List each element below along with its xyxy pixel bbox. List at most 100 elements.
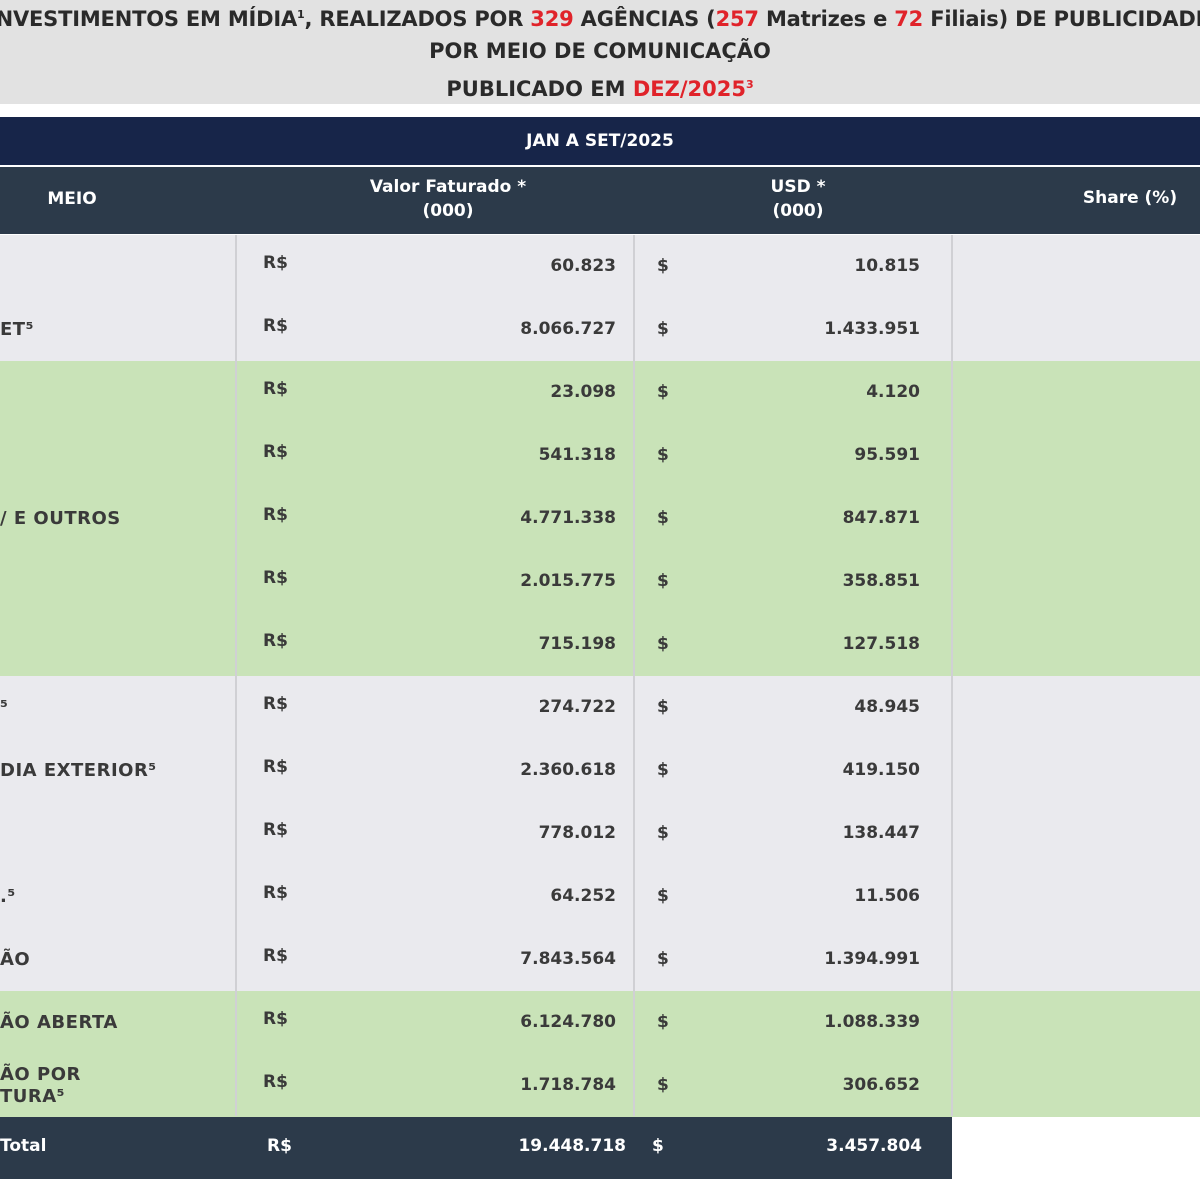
row-value-usd: 358.851 [842,571,920,591]
row-value-usd: 48.945 [854,697,920,717]
row-value-brl: 6.124.780 [520,1012,616,1032]
row-currency-brl: R$ [263,883,288,903]
row-meio [0,235,230,298]
column-divider [951,235,953,1116]
row-value-brl: 1.718.784 [520,1075,616,1095]
row-value-brl: 2.015.775 [520,571,616,591]
footnote-marker: 3 [745,78,754,91]
column-header-valor-unit: (000) [422,201,474,221]
row-value-brl: 541.318 [538,445,616,465]
title-line-3: PUBLICADO EM DEZ/20253 [0,74,1200,104]
row-value-brl: 60.823 [550,256,616,276]
row-value-brl: 7.843.564 [520,949,616,969]
row-currency-usd: $ [657,697,669,717]
table-column-headers: MEIO Valor Faturado * (000) USD * (000) … [0,167,1200,234]
table-row: R$ 2.015.775 $ 358.851 [0,550,1200,613]
table-row: ÃO ABERTA R$ 6.124.780 $ 1.088.339 [0,991,1200,1054]
row-meio [0,802,230,865]
footnote-marker: 1 [297,8,305,21]
row-group-band [0,676,1200,991]
row-group-band [0,361,1200,676]
row-value-brl: 715.198 [538,634,616,654]
title-text: Matrizes e [758,7,895,31]
row-value-usd: 1.433.951 [824,319,920,339]
column-header-share: Share (%) [1082,188,1178,208]
period-header: JAN A SET/2025 [0,117,1200,165]
row-meio-line: ÃO POR [0,1063,81,1085]
row-meio: ⁵ [0,696,9,718]
column-header-valor: Valor Faturado * (000) [330,175,566,223]
row-value-usd: 306.652 [842,1075,920,1095]
row-value-usd: 138.447 [842,823,920,843]
row-value-brl: 274.722 [538,697,616,717]
agency-count: 329 [530,7,574,31]
row-currency-brl: R$ [263,568,288,588]
row-currency-usd: $ [657,1075,669,1095]
row-group-band [0,235,1200,361]
row-value-brl: 2.360.618 [520,760,616,780]
row-currency-usd: $ [657,256,669,276]
row-currency-usd: $ [657,319,669,339]
row-currency-brl: R$ [263,505,288,525]
row-currency-brl: R$ [263,757,288,777]
title-text: AGÊNCIAS ( [573,7,716,31]
row-value-usd: 10.815 [854,256,920,276]
row-meio [0,361,230,424]
row-value-usd: 11.506 [854,886,920,906]
row-meio: ÃO ABERTA [0,1011,118,1033]
table-row: ÃO POR TURA⁵ R$ 1.718.784 $ 306.652 [0,1054,1200,1117]
row-meio [0,550,230,613]
title-text: Filiais) DE PUBLICIDADE [923,7,1200,31]
row-currency-brl: R$ [263,1009,288,1029]
row-value-usd: 95.591 [854,445,920,465]
row-value-usd: 4.120 [866,382,920,402]
column-header-valor-title: Valor Faturado * [369,177,527,197]
row-value-usd: 419.150 [842,760,920,780]
row-meio-line: TURA⁵ [0,1085,66,1107]
row-currency-brl: R$ [263,379,288,399]
total-value-usd: 3.457.804 [826,1136,922,1156]
row-value-usd: 847.871 [842,508,920,528]
report-title-block: INVESTIMENTOS EM MÍDIA1, REALIZADOS POR … [0,0,1200,104]
row-currency-usd: $ [657,760,669,780]
row-meio: / E OUTROS [0,507,121,529]
row-currency-brl: R$ [263,694,288,714]
table-row: R$ 541.318 $ 95.591 [0,424,1200,487]
row-value-brl: 8.066.727 [520,319,616,339]
row-currency-brl: R$ [263,820,288,840]
title-line-2: POR MEIO DE COMUNICAÇÃO [429,39,771,63]
row-value-brl: 4.771.338 [520,508,616,528]
row-group-band [0,991,1200,1117]
row-currency-brl: R$ [263,631,288,651]
row-currency-usd: $ [657,508,669,528]
row-currency-usd: $ [657,571,669,591]
column-divider [235,235,237,1116]
column-header-usd: USD * (000) [700,175,896,223]
row-currency-usd: $ [657,382,669,402]
row-currency-usd: $ [657,886,669,906]
table-row: ET⁵ R$ 8.066.727 $ 1.433.951 [0,298,1200,361]
row-currency-usd: $ [657,949,669,969]
row-value-brl: 64.252 [550,886,616,906]
column-divider [633,235,635,1116]
table-row: ÃO R$ 7.843.564 $ 1.394.991 [0,928,1200,991]
row-meio [0,424,230,487]
title-text: INVESTIMENTOS EM MÍDIA [0,7,298,31]
row-value-usd: 127.518 [842,634,920,654]
row-value-brl: 778.012 [538,823,616,843]
total-value-brl: 19.448.718 [518,1136,626,1156]
column-header-usd-title: USD * [770,177,826,197]
table-row: / E OUTROS R$ 4.771.338 $ 847.871 [0,487,1200,550]
published-date: DEZ/2025 [632,77,746,101]
row-value-usd: 1.088.339 [824,1012,920,1032]
row-value-usd: 1.394.991 [824,949,920,969]
total-row: Total R$ 19.448.718 $ 3.457.804 [0,1117,952,1179]
row-currency-usd: $ [657,823,669,843]
row-currency-usd: $ [657,445,669,465]
table-row: R$ 715.198 $ 127.518 [0,613,1200,676]
row-currency-brl: R$ [263,316,288,336]
row-currency-brl: R$ [263,253,288,273]
total-currency-brl: R$ [267,1136,292,1156]
filiais-count: 72 [894,7,924,31]
row-meio [0,613,230,676]
